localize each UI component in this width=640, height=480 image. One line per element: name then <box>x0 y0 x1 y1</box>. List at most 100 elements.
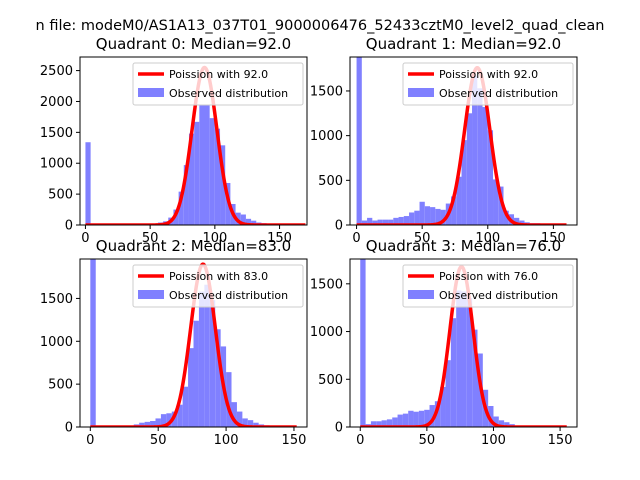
quadrant-0-histogram <box>85 104 283 225</box>
legend-line-label: Poission with 76.0 <box>439 270 538 283</box>
histogram-bar <box>242 418 248 427</box>
histogram-bar <box>236 411 243 427</box>
y-tick-label: 1500 <box>310 84 343 99</box>
histogram-bar <box>209 300 216 427</box>
histogram-bar <box>435 208 441 225</box>
histogram-bar <box>440 209 446 225</box>
x-tick-label: 100 <box>475 231 500 246</box>
histogram-bar <box>451 196 457 225</box>
histogram-bar <box>155 418 161 427</box>
histogram-bar <box>429 405 435 427</box>
quadrant-1-legend <box>402 62 574 106</box>
histogram-bar <box>376 421 382 427</box>
histogram-bar <box>424 206 431 225</box>
histogram-bar <box>398 216 404 225</box>
histogram-bar <box>397 414 403 427</box>
histogram-bar <box>498 186 504 225</box>
histogram-bar <box>377 219 383 225</box>
x-tick-label: 0 <box>86 433 94 448</box>
histogram-bar <box>188 348 194 427</box>
y-tick-label: 2000 <box>40 95 73 110</box>
y-tick-label: 0 <box>65 219 73 234</box>
histogram-bar <box>183 165 189 225</box>
histogram-bar <box>85 142 91 225</box>
histogram-bar <box>198 291 205 427</box>
histogram-bar <box>144 421 151 427</box>
histogram-bar <box>166 413 172 427</box>
histogram-bar <box>488 406 494 427</box>
histogram-bar <box>226 372 232 427</box>
histogram-bar <box>386 419 393 427</box>
y-tick-label: 500 <box>48 188 73 203</box>
quadrant-2-title: Quadrant 2: Median=83.0 <box>96 237 291 255</box>
y-tick-label: 500 <box>318 174 343 189</box>
histogram-bar <box>372 220 378 225</box>
x-tick-label: 50 <box>414 231 431 246</box>
histogram-bar <box>403 216 410 225</box>
histogram-bar <box>361 220 368 225</box>
x-tick-label: 150 <box>282 433 307 448</box>
legend-hist-swatch <box>138 88 164 97</box>
legend-hist-swatch <box>138 290 164 299</box>
histogram-bar <box>160 414 167 427</box>
quadrant-0-frame <box>79 56 308 226</box>
quadrant-1-frame <box>349 56 578 226</box>
histogram-bar <box>247 420 254 427</box>
histogram-bar <box>456 176 462 225</box>
histogram-bar <box>434 401 441 427</box>
y-tick-label: 2500 <box>40 64 73 79</box>
quadrant-3-title: Quadrant 3: Median=76.0 <box>366 237 561 255</box>
histogram-bar <box>487 130 494 225</box>
histogram-bar <box>382 219 389 225</box>
histogram-bar <box>188 133 195 225</box>
legend-line-label: Poission with 92.0 <box>169 68 268 81</box>
histogram-bar <box>194 121 200 225</box>
figure-title: n file: modeM0/AS1A13_037T01_9000006476_… <box>36 18 605 34</box>
histogram-bar <box>177 404 183 427</box>
x-tick-label: 50 <box>419 433 436 448</box>
histogram-bar <box>139 422 145 427</box>
histogram-bar <box>204 284 210 427</box>
histogram-bar <box>472 329 478 427</box>
histogram-bar <box>381 420 387 427</box>
histogram-bar <box>514 217 520 225</box>
histogram-bar <box>456 290 462 427</box>
y-tick-label: 0 <box>335 219 343 234</box>
x-tick-label: 100 <box>481 433 506 448</box>
histogram-bar <box>409 212 415 225</box>
x-tick-label: 0 <box>352 231 360 246</box>
histogram-bar <box>519 220 525 225</box>
quadrant-0-legend <box>132 62 304 106</box>
histogram-bar <box>498 420 505 427</box>
y-tick-label: 1000 <box>310 325 343 340</box>
histogram-bar <box>214 128 221 225</box>
histogram-bar <box>440 386 446 427</box>
histogram-bar <box>393 217 399 225</box>
y-tick-label: 1000 <box>310 129 343 144</box>
x-tick-label: 150 <box>541 231 566 246</box>
histogram-bar <box>193 320 199 427</box>
x-tick-label: 150 <box>548 433 573 448</box>
histogram-bar <box>466 113 473 225</box>
histogram-bar <box>178 191 184 225</box>
histogram-bar <box>477 88 483 225</box>
legend-hist-label: Observed distribution <box>169 289 288 302</box>
y-tick-label: 1000 <box>40 335 73 350</box>
histogram-bar <box>461 291 467 427</box>
histogram-bar <box>209 118 215 225</box>
x-tick-label: 50 <box>150 433 167 448</box>
histogram-bar <box>466 298 473 427</box>
histogram-bar <box>356 57 362 225</box>
y-tick-label: 1000 <box>40 157 73 172</box>
histogram-bar <box>413 411 419 427</box>
quadrant-2-frame <box>79 258 308 428</box>
histogram-bar <box>199 104 205 225</box>
legend-hist-label: Observed distribution <box>169 87 288 100</box>
histogram-bar <box>245 218 252 225</box>
histogram-bar <box>424 409 430 427</box>
quadrant-1-title: Quadrant 1: Median=92.0 <box>366 35 561 53</box>
y-tick-label: 1500 <box>40 292 73 307</box>
histogram-bar <box>461 140 467 225</box>
x-tick-label: 0 <box>81 231 89 246</box>
